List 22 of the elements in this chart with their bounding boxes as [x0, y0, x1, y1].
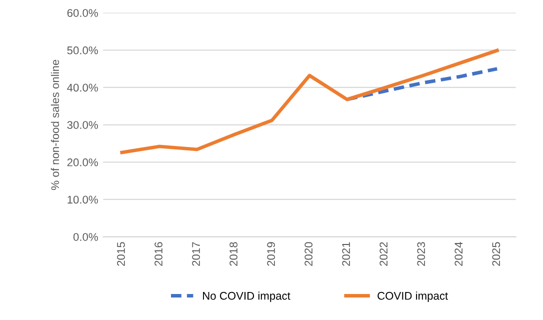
x-tick-label: 2024	[454, 242, 463, 266]
x-tick-label: 2019	[267, 242, 275, 266]
x-tick-label: 2023	[417, 242, 426, 266]
legend-label: COVID impact	[378, 292, 448, 302]
y-tick-label: 20.0%	[67, 158, 98, 166]
y-tick-label: 30.0%	[67, 121, 98, 129]
x-tick-label: 2017	[192, 242, 200, 266]
legend-label: No COVID impact	[203, 292, 290, 302]
x-tick-label: 2021	[342, 242, 350, 266]
line-series	[120, 48, 499, 154]
y-axis-title: % of non-food sales online	[50, 60, 60, 190]
y-tick-label: 0.0%	[73, 233, 98, 241]
y-tick-label: 10.0%	[68, 196, 98, 204]
x-tick-label: 2015	[117, 242, 125, 266]
x-tick-label: 2025	[492, 242, 500, 266]
y-tick-label: 60.0%	[67, 9, 98, 17]
y-tick-label: 50.0%	[67, 46, 98, 54]
y-tick-label: 40.0%	[67, 84, 98, 92]
x-tick-label: 2016	[154, 242, 162, 266]
x-tick-label: 2020	[304, 242, 312, 266]
x-tick-label: 2018	[230, 242, 238, 266]
x-tick-label: 2022	[380, 242, 388, 266]
